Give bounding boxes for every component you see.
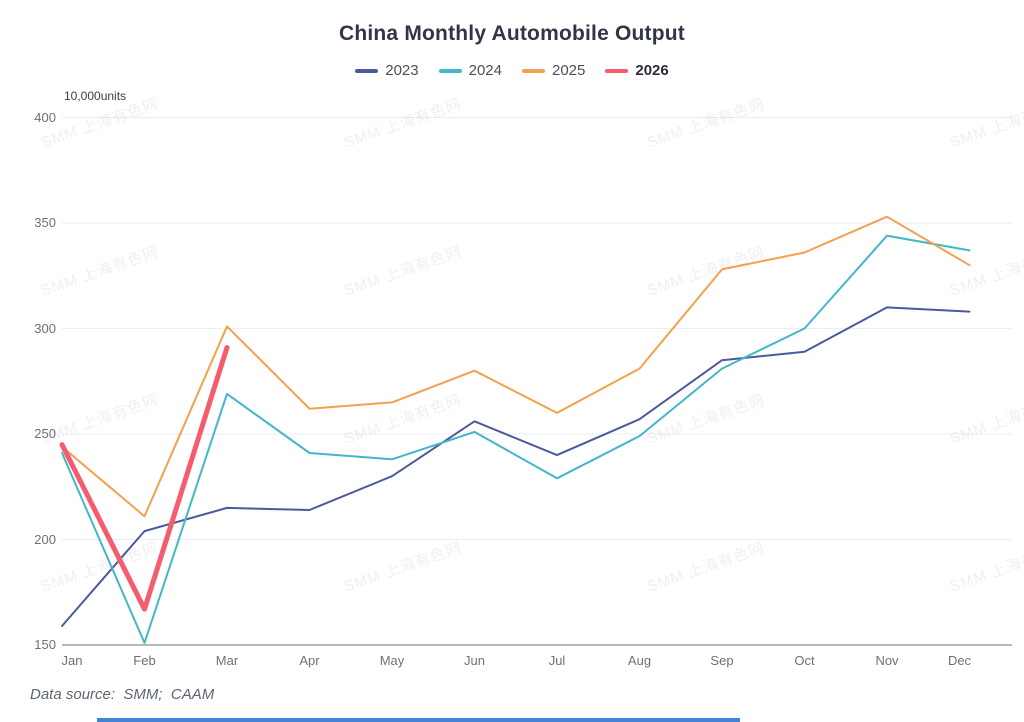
y-axis-tick-label: 400 xyxy=(34,109,56,125)
legend-item-2024[interactable]: 2024 xyxy=(438,62,502,79)
x-axis-tick-label-jan: Jan xyxy=(61,653,83,668)
bottom-scrollbar[interactable] xyxy=(97,718,740,722)
y-axis-tick-label: 250 xyxy=(34,426,56,441)
x-axis-tick-label-sep: Sep xyxy=(710,653,734,668)
legend-marker-2023 xyxy=(355,68,379,73)
legend: 2023 2024 2025 2026 xyxy=(0,62,1024,79)
y-axis-tick-label: 300 xyxy=(34,320,56,336)
series-line-2024 xyxy=(61,234,971,644)
legend-label-2026: 2026 xyxy=(635,62,669,79)
x-axis-tick-label-jun: Jun xyxy=(464,653,485,668)
legend-marker-2025 xyxy=(522,68,545,73)
x-axis-tick-label-apr: Apr xyxy=(299,653,320,668)
legend-label-2023: 2023 xyxy=(385,62,419,79)
series-line-2025 xyxy=(61,215,971,518)
x-axis-tick-label-jul: Jul xyxy=(548,653,566,668)
legend-marker-2024 xyxy=(438,68,462,73)
x-axis-tick-label-oct: Oct xyxy=(794,653,815,668)
y-axis-tick-label: 200 xyxy=(34,531,56,547)
data-source-note: Data source: SMM; CAAM xyxy=(30,686,215,703)
legend-item-2026[interactable]: 2026 xyxy=(605,62,669,79)
chart-title: China Monthly Automobile Output xyxy=(338,22,686,45)
x-axis-tick-label-dec: Dec xyxy=(947,653,972,668)
series-line-2026 xyxy=(59,345,230,612)
legend-item-2025[interactable]: 2025 xyxy=(522,62,585,79)
x-axis-tick-label-may: May xyxy=(379,653,405,668)
y-axis-tick-label: 350 xyxy=(34,215,56,230)
series-line-2023 xyxy=(61,306,971,627)
y-axis-unit-label: 10,000units xyxy=(64,89,127,103)
y-axis-tick-label: 150 xyxy=(34,637,56,652)
legend-label-2025: 2025 xyxy=(552,62,586,79)
legend-label-2024: 2024 xyxy=(468,62,502,79)
x-axis-tick-label-mar: Mar xyxy=(215,653,239,668)
x-axis-tick-label-aug: Aug xyxy=(627,653,652,668)
x-axis-tick-label-feb: Feb xyxy=(133,653,156,668)
x-axis-tick-label-nov: Nov xyxy=(875,653,899,668)
legend-item-2023[interactable]: 2023 xyxy=(355,62,419,79)
legend-marker-2026 xyxy=(605,68,629,73)
